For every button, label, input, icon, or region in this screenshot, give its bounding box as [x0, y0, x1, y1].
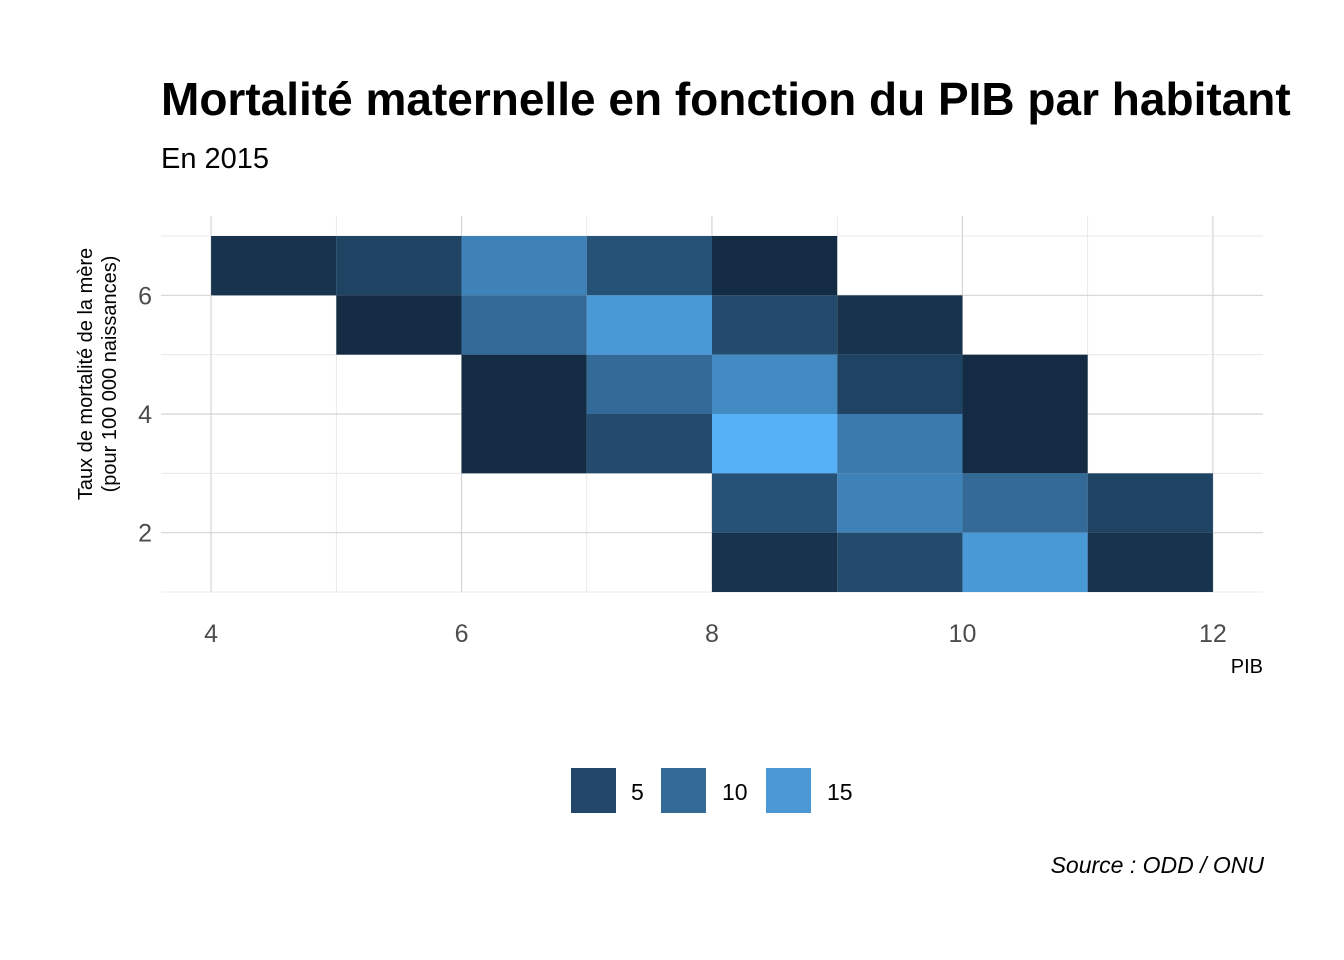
x-axis-ticks: 4 6 8 10 12	[204, 620, 1227, 648]
heatmap-cell	[962, 354, 1088, 414]
heatmap-cell	[712, 473, 838, 533]
heatmap-cell	[712, 414, 838, 474]
x-tick-label: 12	[1199, 620, 1227, 648]
heatmap-cell	[962, 532, 1088, 592]
y-axis-title: Taux de mortalité de la mère (pour 100 00…	[75, 248, 121, 500]
heatmap-cell	[837, 295, 963, 355]
y-tick-label: 4	[138, 401, 152, 429]
heatmap-cell	[712, 354, 838, 414]
heatmap-cell	[211, 236, 337, 296]
x-tick-label: 8	[705, 620, 719, 648]
heatmap-cell	[336, 236, 462, 296]
chart-subtitle: En 2015	[161, 143, 270, 175]
heatmap-cell	[336, 295, 462, 355]
legend-label: 10	[722, 779, 748, 805]
heatmap-cell	[837, 354, 963, 414]
heatmap-cell	[461, 414, 587, 474]
x-tick-label: 4	[204, 620, 218, 648]
heatmap-cell	[461, 354, 587, 414]
source-caption: Source : ODD / ONU	[1050, 852, 1264, 878]
heatmap-cell	[962, 414, 1088, 474]
y-tick-label: 6	[138, 282, 152, 310]
x-tick-label: 10	[949, 620, 977, 648]
heatmap-cell	[1087, 532, 1213, 592]
legend-key	[571, 768, 616, 813]
heatmap-cell	[586, 295, 712, 355]
heatmap-cell	[1087, 473, 1213, 533]
heatmap-cell	[461, 236, 587, 296]
y-tick-label: 2	[138, 520, 152, 548]
heatmap-cell	[712, 236, 838, 296]
heatmap-cell	[461, 295, 587, 355]
heatmap-cell	[962, 473, 1088, 533]
legend-label: 15	[827, 779, 853, 805]
x-tick-label: 6	[455, 620, 469, 648]
heatmap-cell	[837, 532, 963, 592]
heatmap-cell	[837, 414, 963, 474]
heatmap-cell	[837, 473, 963, 533]
legend-key	[661, 768, 706, 813]
heatmap-cells	[211, 236, 1213, 592]
chart-title: Mortalité maternelle en fonction du PIB …	[161, 73, 1291, 125]
y-axis-ticks: 2 4 6	[138, 282, 152, 547]
legend-key	[766, 768, 811, 813]
heatmap-cell	[712, 532, 838, 592]
heatmap-cell	[586, 236, 712, 296]
legend: 5 10 15	[571, 768, 853, 813]
heatmap-cell	[586, 414, 712, 474]
heatmap-cell	[586, 354, 712, 414]
x-axis-title: PIB	[1231, 656, 1263, 678]
heatmap-cell	[712, 295, 838, 355]
legend-label: 5	[631, 779, 644, 805]
